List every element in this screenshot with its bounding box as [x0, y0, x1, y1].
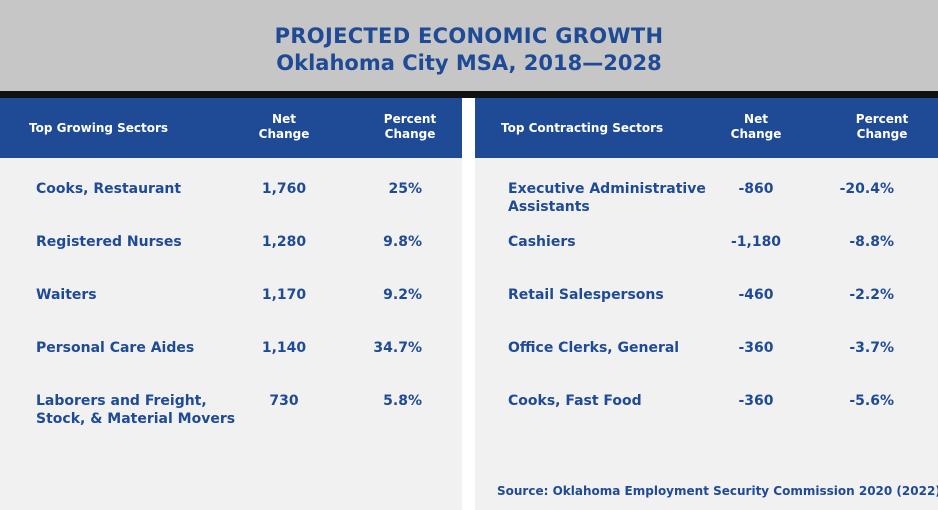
source-note: Source: Oklahoma Employment Security Com… — [497, 484, 938, 498]
contracting-col-pct-line2: Change — [856, 127, 908, 141]
net-change: -360 — [738, 340, 774, 356]
growing-col-sector: Top Growing Sectors — [29, 121, 169, 135]
table-row: Waiters 1,170 9.2% — [0, 286, 462, 326]
growing-table-header: Top Growing Sectors Net Change Percent C… — [0, 98, 462, 158]
growing-col-pct: Percent Change — [370, 112, 450, 142]
contracting-col-net: Net Change — [721, 112, 791, 142]
table-row: Registered Nurses 1,280 9.8% — [0, 233, 462, 273]
contracting-table-header: Top Contracting Sectors Net Change Perce… — [475, 98, 938, 158]
percent-change: -5.6% — [849, 393, 894, 409]
table-row: Cooks, Restaurant 1,760 25% — [0, 180, 462, 220]
sector-name: Cooks, Restaurant — [36, 181, 182, 197]
contracting-col-sector: Top Contracting Sectors — [501, 121, 664, 135]
net-change: -1,180 — [730, 234, 782, 250]
sector-name: Registered Nurses — [36, 234, 182, 250]
sector-name: Executive Administrative Assistants — [508, 181, 706, 215]
growing-col-net-line2: Change — [258, 127, 310, 141]
table-row: Office Clerks, General -360 -3.7% — [475, 339, 938, 379]
contracting-col-pct: Percent Change — [842, 112, 922, 142]
net-change: -360 — [738, 393, 774, 409]
contracting-sectors-table: Top Contracting Sectors Net Change Perce… — [475, 98, 938, 510]
sector-name: Waiters — [36, 287, 97, 303]
percent-change: 34.7% — [373, 340, 422, 356]
percent-change: 25% — [388, 181, 422, 197]
growing-col-net: Net Change — [249, 112, 319, 142]
contracting-col-net-line1: Net — [744, 112, 768, 126]
table-row: Executive Administrative Assistants -860… — [475, 180, 938, 220]
table-row: Personal Care Aides 1,140 34.7% — [0, 339, 462, 379]
contracting-col-pct-line1: Percent — [855, 112, 909, 126]
page-title: PROJECTED ECONOMIC GROWTH — [274, 24, 664, 48]
table-row: Cashiers -1,180 -8.8% — [475, 233, 938, 273]
net-change: 1,140 — [261, 340, 307, 356]
growing-col-net-line1: Net — [272, 112, 296, 126]
net-change: 730 — [269, 393, 299, 409]
table-row: Cooks, Fast Food -360 -5.6% — [475, 392, 938, 432]
divider-bar — [0, 91, 938, 98]
table-row: Laborers and Freight, Stock, & Material … — [0, 392, 462, 432]
sector-name: Cashiers — [508, 234, 576, 250]
sector-name: Laborers and Freight, Stock, & Material … — [36, 393, 236, 427]
percent-change: 9.8% — [383, 234, 422, 250]
page-subtitle: Oklahoma City MSA, 2018—2028 — [276, 51, 662, 75]
percent-change: -2.2% — [849, 287, 894, 303]
sector-name: Office Clerks, General — [508, 340, 680, 356]
sector-name: Cooks, Fast Food — [508, 393, 642, 409]
percent-change: -3.7% — [849, 340, 894, 356]
net-change: 1,170 — [261, 287, 307, 303]
growing-col-pct-line2: Change — [384, 127, 436, 141]
net-change: -460 — [738, 287, 774, 303]
title-banner: PROJECTED ECONOMIC GROWTH Oklahoma City … — [0, 0, 938, 91]
net-change: 1,760 — [261, 181, 307, 197]
sector-name: Personal Care Aides — [36, 340, 195, 356]
sector-name: Retail Salespersons — [508, 287, 664, 303]
net-change: 1,280 — [261, 234, 307, 250]
column-gap — [462, 98, 475, 510]
percent-change: 5.8% — [383, 393, 422, 409]
growing-col-pct-line1: Percent — [383, 112, 437, 126]
contracting-col-net-line2: Change — [730, 127, 782, 141]
percent-change: -8.8% — [849, 234, 894, 250]
percent-change: 9.2% — [383, 287, 422, 303]
percent-change: -20.4% — [839, 181, 894, 197]
net-change: -860 — [738, 181, 774, 197]
table-row: Retail Salespersons -460 -2.2% — [475, 286, 938, 326]
growing-sectors-table: Top Growing Sectors Net Change Percent C… — [0, 98, 462, 510]
